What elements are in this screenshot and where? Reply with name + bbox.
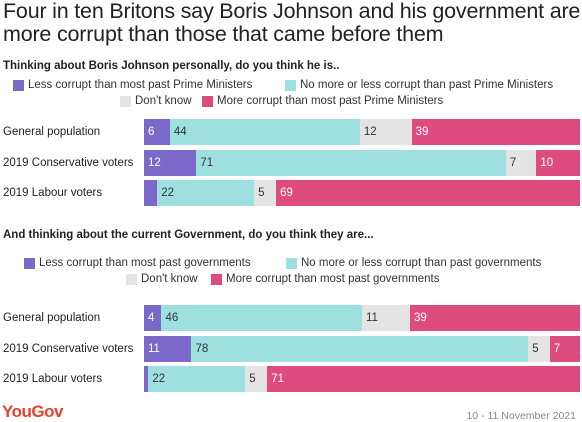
legend-item-same: No more or less corrupt than past Prime … xyxy=(285,79,553,91)
bar-value-label: 5 xyxy=(249,373,256,385)
bar-value-label: 22 xyxy=(161,187,174,199)
bar-value-label: 6 xyxy=(148,126,155,138)
bar-value-label: 71 xyxy=(200,157,214,169)
bar-value-label: 11 xyxy=(148,343,160,355)
bar-value-label: 39 xyxy=(415,126,429,138)
bar-segment-dontknow: 5 xyxy=(254,180,277,206)
bar-segment-more: 69 xyxy=(276,180,580,206)
row-label-conservative: 2019 Conservative voters xyxy=(3,343,134,355)
legend-swatch-same xyxy=(285,79,296,91)
legend-swatch-dontknow xyxy=(120,95,131,107)
bar-row: 22 5 69 xyxy=(144,180,580,206)
bar-value-label: 10 xyxy=(540,157,554,169)
bar-segment-less: 4 xyxy=(144,305,162,331)
chart-2-title: And thinking about the current Governmen… xyxy=(3,229,374,241)
bar-segment-dontknow: 12 xyxy=(359,119,412,145)
legend-swatch-more xyxy=(211,273,222,285)
fieldwork-date: 10 - 11 November 2021 xyxy=(466,410,576,422)
legend-swatch-same xyxy=(286,257,297,269)
legend-label: More corrupt than most past governments xyxy=(226,273,440,285)
bar-segment-less xyxy=(144,180,158,206)
bar-value-label: 22 xyxy=(152,373,166,385)
legend-item-more: More corrupt than most past Prime Minist… xyxy=(202,95,443,107)
bar-value-label: 44 xyxy=(173,126,187,138)
legend-item-dontknow: Don't know xyxy=(120,95,192,107)
bar-value-label: 7 xyxy=(509,157,517,169)
bar-segment-dontknow: 7 xyxy=(505,150,537,176)
legend-item-more: More corrupt than most past governments xyxy=(211,273,440,285)
legend-item-same: No more or less corrupt than past govern… xyxy=(286,257,541,269)
legend-label: Don't know xyxy=(141,273,198,285)
row-label-labour: 2019 Labour voters xyxy=(3,373,103,385)
legend-item-dontknow: Don't know xyxy=(126,273,198,285)
legend-label: Less corrupt than most past governments xyxy=(39,257,251,269)
legend-item-less: Less corrupt than most past governments xyxy=(24,257,251,269)
bar-value-label: 7 xyxy=(553,343,561,355)
bar-value-label: 12 xyxy=(363,126,377,138)
bar-value-label: 5 xyxy=(258,187,265,199)
bar-value-label: 46 xyxy=(165,312,179,324)
bar-value-label: 71 xyxy=(271,373,285,385)
legend-label: No more or less corrupt than past Prime … xyxy=(300,79,554,91)
legend-swatch-more xyxy=(202,95,213,107)
bar-row: 6 44 12 39 xyxy=(144,119,580,145)
bar-segment-more: 71 xyxy=(267,366,580,392)
legend-item-less: Less corrupt than most past Prime Minist… xyxy=(13,79,252,91)
bar-value-label: 5 xyxy=(532,343,539,355)
bar-segment-same: 22 xyxy=(157,180,255,206)
bar-segment-less: 12 xyxy=(144,150,197,176)
bar-row: 11 78 5 7 xyxy=(144,336,580,362)
bar-segment-more: 10 xyxy=(536,150,580,176)
bar-segment-more: 39 xyxy=(409,305,580,331)
legend-swatch-less xyxy=(24,257,35,269)
row-label-conservative: 2019 Conservative voters xyxy=(3,157,134,169)
bar-value-label: 69 xyxy=(280,187,293,199)
bar-segment-dontknow: 11 xyxy=(361,305,410,331)
legend-label: No more or less corrupt than past govern… xyxy=(301,257,542,269)
bar-segment-same: 78 xyxy=(191,336,529,362)
bar-segment-same: 22 xyxy=(148,366,246,392)
row-label-labour: 2019 Labour voters xyxy=(3,187,103,199)
bar-segment-dontknow: 5 xyxy=(245,366,268,392)
legend-label: Don't know xyxy=(135,95,192,107)
bar-segment-less xyxy=(144,366,149,392)
bar-row: 12 71 7 10 xyxy=(144,150,580,176)
bar-segment-same: 46 xyxy=(161,305,362,331)
bar-segment-same: 71 xyxy=(196,150,506,176)
bar-value-label: 39 xyxy=(413,312,427,324)
bar-value-label: 78 xyxy=(195,343,209,355)
row-label-general: General population xyxy=(3,126,101,138)
bar-value-label: 12 xyxy=(148,157,161,169)
yougov-logo: YouGov xyxy=(2,402,63,421)
bar-segment-dontknow: 5 xyxy=(528,336,550,362)
bar-segment-more: 39 xyxy=(411,119,580,145)
bar-segment-less: 11 xyxy=(144,336,192,362)
legend-swatch-dontknow xyxy=(126,273,137,285)
bar-row: 4 46 11 39 xyxy=(144,305,580,331)
bar-row: 22 5 71 xyxy=(144,366,580,392)
bar-value-label: 4 xyxy=(148,312,155,324)
legend-label: More corrupt than most past Prime Minist… xyxy=(217,95,444,107)
row-label-general: General population xyxy=(3,312,101,324)
bar-segment-same: 44 xyxy=(169,119,360,145)
legend-swatch-less xyxy=(13,79,24,91)
chart-title: Four in ten Britons say Boris Johnson an… xyxy=(3,0,581,46)
chart-1-title: Thinking about Boris Johnson personally,… xyxy=(3,60,340,72)
bar-segment-less: 6 xyxy=(144,119,170,145)
bar-segment-more: 7 xyxy=(549,336,580,362)
bar-value-label: 11 xyxy=(365,312,378,324)
legend-label: Less corrupt than most past Prime Minist… xyxy=(28,79,253,91)
